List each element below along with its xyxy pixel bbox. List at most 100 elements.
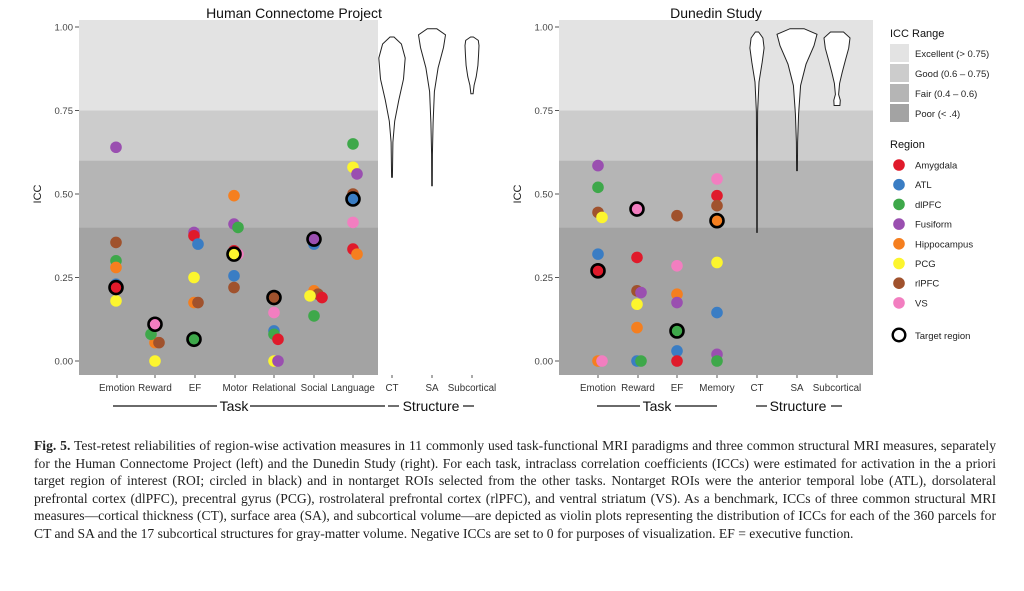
x-tick-label: Social <box>301 383 328 394</box>
data-point-vs-target <box>629 201 645 217</box>
data-point-dlpfc <box>308 310 320 322</box>
data-point-pcg <box>110 295 122 307</box>
data-point-dlpfc <box>711 355 723 367</box>
x-tick-label: SA <box>425 383 439 394</box>
data-point-amygdala <box>316 291 328 304</box>
legend-swatch-rlpfc <box>893 277 905 290</box>
data-point-amygdala-target <box>590 263 606 279</box>
legend-item-region: rlPFC <box>915 279 939 290</box>
icc-band <box>559 20 873 111</box>
y-tick-label: 0.25 <box>55 273 74 284</box>
data-point-rlpfc <box>153 336 165 349</box>
legend-swatch-icc <box>890 64 909 82</box>
legend-item-icc: Excellent (> 0.75) <box>915 49 989 60</box>
data-point-hippocampus <box>631 321 643 334</box>
data-point-fusiform <box>351 168 363 180</box>
x-tick-label: Subcortical <box>448 383 496 394</box>
data-point-rlpfc <box>110 236 122 249</box>
data-point-dlpfc-target <box>669 323 685 339</box>
data-point-hippocampus <box>110 261 122 274</box>
group-label: Structure <box>770 398 827 414</box>
legend-item-icc: Poor (< .4) <box>915 109 960 120</box>
data-point-pcg <box>711 256 723 269</box>
data-point-hippocampus <box>228 189 240 202</box>
legend-title-icc: ICC Range <box>890 28 944 40</box>
y-axis-label: ICC <box>512 184 524 203</box>
data-point-dlpfc-target <box>186 331 202 348</box>
x-tick-label: Emotion <box>99 383 135 394</box>
data-point-vs <box>711 173 723 185</box>
data-point-rlpfc-target <box>266 289 282 306</box>
legend-swatch-dlpfc <box>893 198 905 211</box>
y-tick-label: 1.00 <box>535 23 554 34</box>
icc-band <box>79 110 378 161</box>
data-point-amygdala-target <box>108 279 124 296</box>
data-point-hippocampus <box>351 248 363 260</box>
x-tick-label: CT <box>385 383 398 394</box>
group-label: Task <box>220 398 250 414</box>
x-tick-label: SA <box>790 383 804 394</box>
data-point-fusiform <box>635 286 647 299</box>
data-point-vs <box>671 260 683 272</box>
legend-item-icc: Good (0.6 – 0.75) <box>915 69 989 80</box>
data-point-amygdala <box>272 333 284 346</box>
legend-swatch-icc <box>890 84 909 102</box>
violin-subcortical <box>823 31 851 106</box>
data-point-amygdala <box>631 251 643 264</box>
y-tick-label: 0.75 <box>535 106 554 117</box>
legend-item-region: ATL <box>915 180 932 191</box>
chart-title: Human Connectome Project <box>206 5 382 21</box>
icc-band <box>559 110 873 161</box>
legend-item-icc: Fair (0.4 – 0.6) <box>915 89 977 100</box>
x-tick-label: Motor <box>222 383 248 394</box>
data-point-pcg <box>149 355 161 367</box>
data-point-rlpfc <box>228 281 240 294</box>
data-point-pcg <box>188 271 200 284</box>
legend-item-region: dlPFC <box>915 200 942 211</box>
y-tick-label: 0.00 <box>535 357 554 368</box>
y-tick-label: 0.50 <box>55 190 74 201</box>
legend-item-region: Amygdala <box>915 161 958 172</box>
panel-hcp: Human Connectome Project 0.00 0.25 0.50 0.75… <box>32 5 496 414</box>
legend-title-region: Region <box>890 139 925 151</box>
data-point-atl-target <box>345 191 361 207</box>
data-point-vs-target <box>147 316 163 333</box>
data-point-rlpfc <box>711 199 723 212</box>
data-point-atl <box>228 270 240 282</box>
y-tick-label: 0.25 <box>535 273 554 284</box>
y-tick-label: 0.75 <box>55 106 74 117</box>
data-point-atl <box>711 306 723 319</box>
data-point-vs <box>347 216 359 229</box>
data-point-fusiform <box>671 296 683 309</box>
data-point-dlpfc <box>347 138 359 150</box>
y-tick-label: 0.00 <box>55 357 74 368</box>
data-point-fusiform <box>272 355 284 367</box>
data-point-atl <box>192 238 204 250</box>
legend-swatch-icc <box>890 44 909 62</box>
data-point-amygdala <box>671 355 683 367</box>
data-point-rlpfc <box>671 209 683 222</box>
x-tick-label: EF <box>189 383 202 394</box>
data-point-pcg <box>596 211 608 224</box>
legend-swatch-target <box>891 327 907 343</box>
legend-swatch-icc <box>890 104 909 122</box>
data-point-amygdala <box>711 189 723 202</box>
data-point-pcg <box>631 298 643 311</box>
legend-item-region: PCG <box>915 259 936 270</box>
violin-sa <box>776 28 818 172</box>
x-tick-label: Memory <box>699 383 734 394</box>
caption-text: Test-retest reliabilities of region-wise… <box>34 438 996 541</box>
data-point-hippocampus <box>671 288 683 301</box>
data-point-atl <box>592 248 604 260</box>
y-tick-label: 1.00 <box>55 23 74 34</box>
legend-swatch-pcg <box>893 257 905 270</box>
violin-sa <box>417 28 447 187</box>
data-point-dlpfc <box>592 181 604 194</box>
legend-item-region: Fusiform <box>915 220 952 231</box>
legend: ICC Range Excellent (> 0.75) Good (0.6 – 0… <box>890 28 989 343</box>
panel-dun: Dunedin Study 0.00 0.25 0.50 0.75 1.00 ICC Emot… <box>512 5 873 414</box>
x-tick-label: Language <box>331 383 375 394</box>
caption-label: Fig. 5. <box>34 438 71 453</box>
x-tick-label: Reward <box>621 383 655 394</box>
data-point-fusiform-target <box>306 231 322 247</box>
